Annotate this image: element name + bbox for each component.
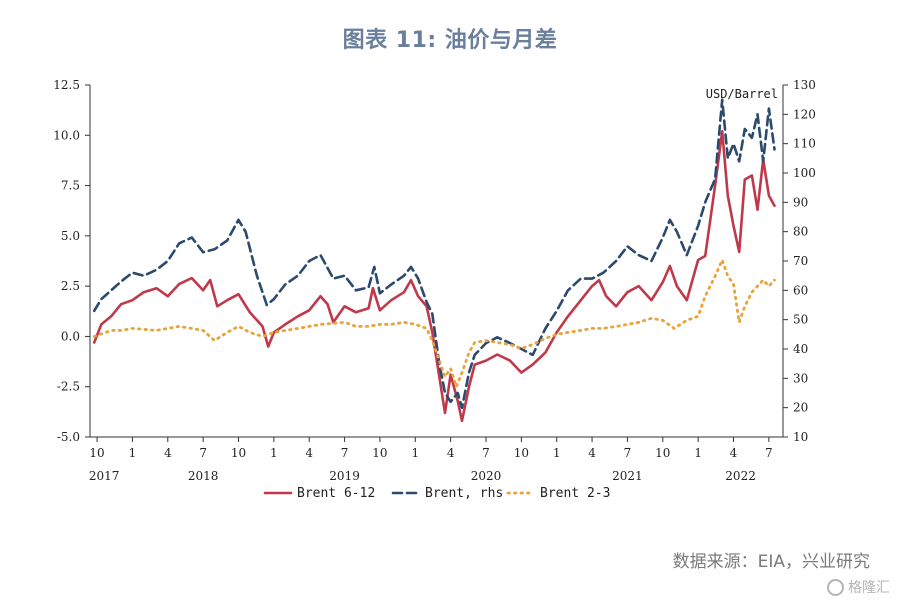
right-tick-label: 20	[793, 401, 808, 415]
right-tick-label: 70	[793, 254, 808, 268]
x-tick-label: 1	[553, 446, 561, 460]
left-tick-label: -5.0	[57, 430, 80, 444]
right-axis-unit: USD/Barrel	[706, 87, 778, 101]
x-tick-label: 4	[305, 446, 313, 460]
x-year-label: 2017	[89, 469, 120, 483]
series-line-brent-6-12	[92, 130, 776, 423]
left-tick-label: 7.5	[61, 179, 80, 193]
right-tick-label: 10	[793, 430, 808, 444]
right-tick-label: 80	[793, 225, 808, 239]
left-tick-label: 5.0	[61, 229, 80, 243]
x-tick-label: 1	[694, 446, 702, 460]
x-tick-label: 7	[199, 446, 207, 460]
x-tick-label: 10	[514, 446, 529, 460]
x-tick-label: 7	[482, 446, 490, 460]
x-tick-label: 4	[447, 446, 455, 460]
x-year-label: 2022	[725, 469, 756, 483]
right-tick-label: 120	[793, 107, 816, 121]
source-note: 数据来源：EIA，兴业研究	[672, 552, 870, 572]
x-year-label: 2019	[329, 469, 360, 483]
x-tick-label: 7	[624, 446, 632, 460]
x-tick-label: 10	[372, 446, 387, 460]
x-tick-label: 4	[588, 446, 596, 460]
left-tick-label: 10.0	[53, 128, 80, 142]
series-line-brent-2-3	[92, 258, 776, 389]
right-tick-label: 50	[793, 313, 808, 327]
left-tick-label: -2.5	[57, 380, 80, 394]
x-tick-label: 1	[411, 446, 419, 460]
x-year-label: 2018	[188, 469, 219, 483]
logo-icon	[827, 578, 844, 596]
right-tick-label: 130	[793, 78, 816, 92]
chart-title: 图表 11: 油价与月差	[342, 28, 558, 53]
watermark: 格隆汇	[827, 577, 890, 597]
x-tick-label: 7	[341, 446, 349, 460]
left-tick-label: 0.0	[61, 329, 80, 343]
left-tick-label: 2.5	[61, 279, 80, 293]
right-tick-label: 60	[793, 283, 808, 297]
right-tick-label: 40	[793, 342, 808, 356]
legend-label: Brent 6-12	[297, 486, 375, 501]
x-tick-label: 7	[765, 446, 773, 460]
x-year-label: 2020	[471, 469, 502, 483]
x-year-label: 2021	[612, 469, 643, 483]
right-tick-label: 100	[793, 166, 816, 180]
right-tick-label: 90	[793, 195, 808, 209]
x-tick-label: 4	[164, 446, 172, 460]
x-tick-label: 10	[231, 446, 246, 460]
x-tick-label: 10	[655, 446, 670, 460]
x-tick-label: 4	[730, 446, 738, 460]
series-line-brent-rhs	[92, 98, 776, 409]
x-tick-label: 1	[129, 446, 137, 460]
legend-label: Brent 2-3	[540, 486, 610, 501]
x-tick-label: 10	[89, 446, 104, 460]
left-tick-label: 12.5	[53, 78, 80, 92]
x-tick-label: 1	[270, 446, 278, 460]
right-tick-label: 110	[793, 137, 816, 151]
right-tick-label: 30	[793, 371, 808, 385]
watermark-text: 格隆汇	[848, 580, 890, 596]
legend-label: Brent, rhs	[425, 486, 503, 501]
